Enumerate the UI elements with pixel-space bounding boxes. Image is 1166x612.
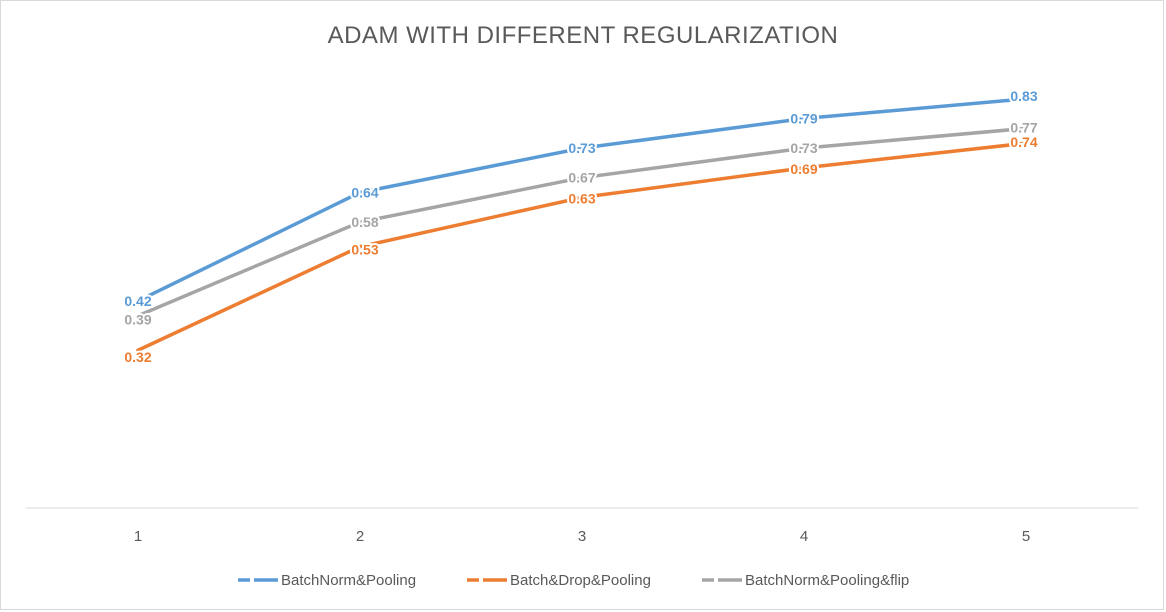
data-label-halo: 0.39 bbox=[124, 312, 151, 328]
legend-label: Batch&Drop&Pooling bbox=[510, 572, 651, 589]
series-line bbox=[136, 141, 1028, 352]
data-label: 0.39 bbox=[124, 312, 151, 328]
data-label-halo: 0.32 bbox=[124, 349, 151, 365]
data-label-halo: 0.79 bbox=[790, 111, 817, 127]
x-tick-label: 1 bbox=[134, 528, 142, 545]
plot-area bbox=[136, 97, 1028, 352]
x-tick-label: 4 bbox=[800, 528, 808, 545]
data-label-halo: 0.58 bbox=[351, 214, 378, 230]
data-label-halo: 0.73 bbox=[790, 140, 817, 156]
legend: BatchNorm&Pooling Batch&Drop&Pooling Batch… bbox=[238, 572, 909, 589]
data-label-halo: 0.53 bbox=[351, 242, 378, 258]
data-label: 0.58 bbox=[351, 214, 378, 230]
data-label-halo: 0.42 bbox=[124, 293, 151, 309]
legend-item: Batch&Drop&Pooling bbox=[467, 572, 651, 589]
data-label-halo: 0.74 bbox=[1010, 134, 1037, 150]
data-label-halo: 0.73 bbox=[568, 140, 595, 156]
data-label: 0.83 bbox=[1010, 88, 1037, 104]
chart-title: ADAM WITH DIFFERENT REGULARIZATION bbox=[327, 22, 839, 49]
series-line bbox=[136, 97, 1028, 303]
data-label-halo: 0.64 bbox=[351, 184, 378, 200]
data-label: 0.77 bbox=[1010, 119, 1037, 135]
data-label: 0.42 bbox=[124, 293, 151, 309]
legend-label: BatchNorm&Pooling bbox=[281, 572, 416, 589]
data-label: 0.32 bbox=[124, 349, 151, 365]
legend-label: BatchNorm&Pooling&flip bbox=[745, 572, 909, 589]
data-label: 0.73 bbox=[568, 140, 595, 156]
data-labels: 0.420.420.640.640.730.730.790.790.830.83… bbox=[122, 86, 1039, 367]
data-label: 0.73 bbox=[790, 140, 817, 156]
data-label: 0.67 bbox=[568, 170, 595, 186]
data-label-halo: 0.67 bbox=[568, 170, 595, 186]
data-label: 0.74 bbox=[1010, 134, 1037, 150]
legend-item: BatchNorm&Pooling&flip bbox=[702, 572, 909, 589]
series-line bbox=[136, 126, 1028, 318]
data-label: 0.79 bbox=[790, 111, 817, 127]
data-label: 0.64 bbox=[351, 184, 378, 200]
data-label-halo: 0.63 bbox=[568, 190, 595, 206]
x-tick-label: 3 bbox=[578, 528, 586, 545]
data-label: 0.69 bbox=[790, 161, 817, 177]
x-tick-label: 5 bbox=[1022, 528, 1030, 545]
x-tick-label: 2 bbox=[356, 528, 364, 545]
legend-item: BatchNorm&Pooling bbox=[238, 572, 416, 589]
data-label-halo: 0.83 bbox=[1010, 88, 1037, 104]
x-axis: 1 2 3 4 5 bbox=[26, 507, 1138, 545]
data-label-halo: 0.77 bbox=[1010, 119, 1037, 135]
data-label: 0.53 bbox=[351, 242, 378, 258]
data-label: 0.63 bbox=[568, 190, 595, 206]
data-label-halo: 0.69 bbox=[790, 161, 817, 177]
